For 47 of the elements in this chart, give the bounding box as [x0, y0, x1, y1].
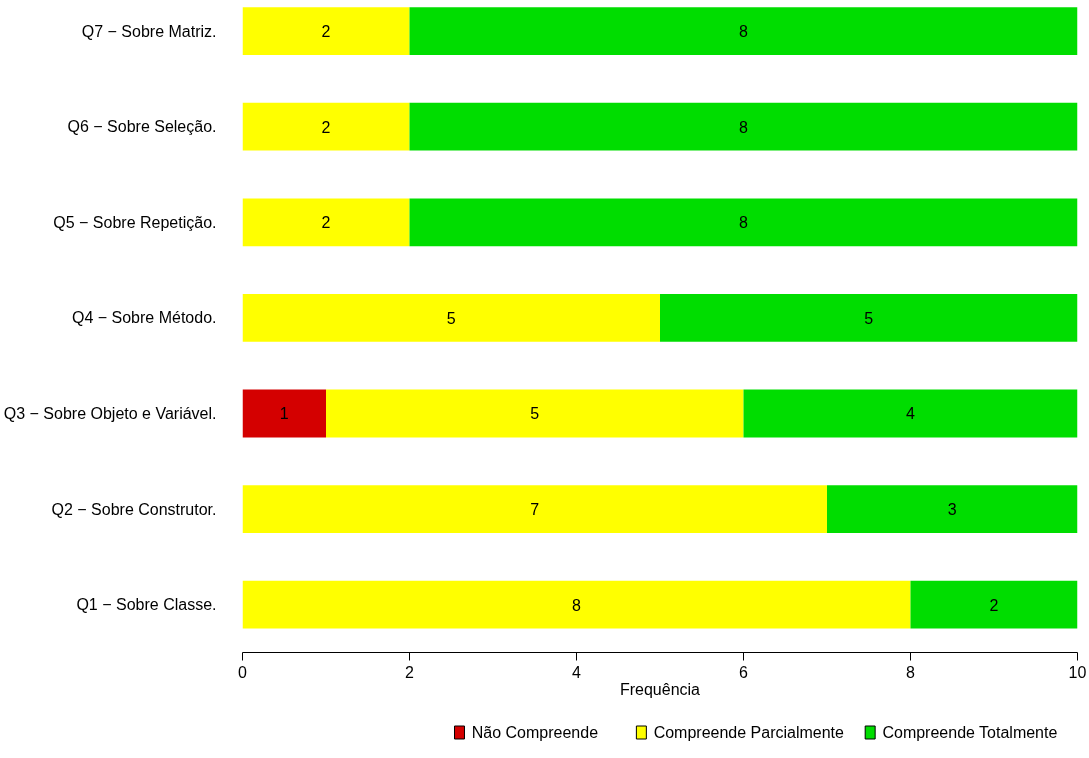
legend-label: Compreende Parcialmente: [653, 724, 845, 741]
y-tick-label: Q6 − Sobre Seleção.: [67, 118, 217, 136]
data-label: 3: [947, 501, 957, 519]
bar: [242, 485, 827, 533]
bar: [326, 389, 744, 438]
data-label: 7: [530, 501, 540, 519]
data-label: 8: [739, 214, 749, 232]
data-label: 5: [446, 309, 456, 327]
legend-label: Compreende Totalmente: [882, 724, 1058, 741]
x-tick-label: 4: [572, 663, 582, 681]
x-tick-label: 10: [1068, 663, 1087, 681]
x-axis-title: Frequência: [619, 680, 701, 698]
data-label: 2: [321, 23, 331, 41]
data-label: 5: [864, 309, 874, 327]
data-label: 8: [739, 118, 749, 136]
bar: [660, 294, 1078, 342]
x-tick-label: 8: [906, 663, 916, 681]
data-label: 5: [530, 405, 540, 423]
bar: [409, 198, 1078, 247]
bar: [242, 7, 410, 55]
y-tick-label: Q3 − Sobre Objeto e Variável.: [3, 405, 217, 422]
data-label: 2: [989, 596, 999, 614]
bar: [409, 102, 1078, 151]
bar: [242, 389, 326, 438]
data-label: 8: [572, 596, 582, 614]
data-label: 2: [321, 214, 331, 232]
data-label: 4: [906, 405, 916, 423]
bar: [242, 294, 660, 342]
data-label: 8: [739, 23, 749, 41]
x-tick-label: 0: [238, 663, 248, 681]
y-tick-label: Q7 − Sobre Matriz.: [81, 22, 217, 40]
bar: [743, 389, 1078, 438]
y-tick-label: Q1 − Sobre Classe.: [76, 596, 217, 614]
data-label: 2: [321, 118, 331, 136]
y-tick-label: Q2 − Sobre Construtor.: [51, 500, 217, 518]
x-tick-label: 2: [405, 663, 415, 681]
bar: [242, 102, 410, 151]
bar: [242, 198, 410, 247]
legend-label: Não Compreende: [471, 724, 599, 741]
x-tick-label: 6: [739, 663, 749, 681]
y-tick-label: Q4 − Sobre Método.: [71, 309, 217, 327]
bar: [827, 485, 1078, 533]
data-label: 1: [279, 405, 289, 423]
bar: [910, 580, 1078, 629]
bar: [409, 7, 1078, 55]
y-tick-label: Q5 − Sobre Repetição.: [53, 213, 217, 231]
bar: [242, 580, 911, 629]
